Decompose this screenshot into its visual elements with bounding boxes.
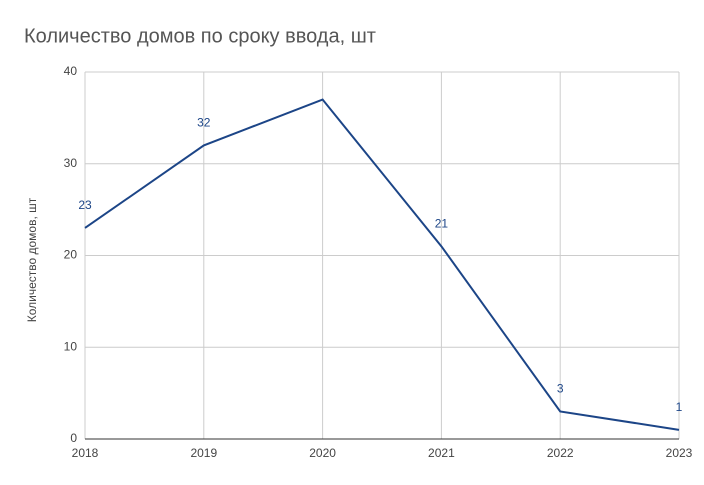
data-label: 21	[435, 216, 449, 230]
y-tick-label: 30	[64, 156, 78, 170]
data-label: 3	[557, 382, 564, 396]
x-tick-label: 2023	[666, 446, 693, 460]
data-label: 1	[676, 400, 683, 414]
data-label: 32	[197, 116, 211, 130]
y-axis-label: Количество домов, шт	[25, 197, 39, 322]
y-tick-label: 0	[70, 431, 77, 445]
y-tick-label: 40	[64, 64, 78, 78]
y-tick-label: 10	[64, 339, 78, 353]
chart-title: Количество домов по сроку ввода, шт	[24, 25, 376, 47]
x-tick-label: 2018	[72, 446, 99, 460]
data-label: 23	[78, 198, 92, 212]
x-tick-label: 2020	[309, 446, 336, 460]
x-tick-label: 2021	[428, 446, 455, 460]
x-tick-label: 2019	[190, 446, 217, 460]
line	[84, 98, 680, 431]
x-tick-label: 2022	[547, 446, 574, 460]
y-tick-label: 20	[64, 248, 78, 262]
